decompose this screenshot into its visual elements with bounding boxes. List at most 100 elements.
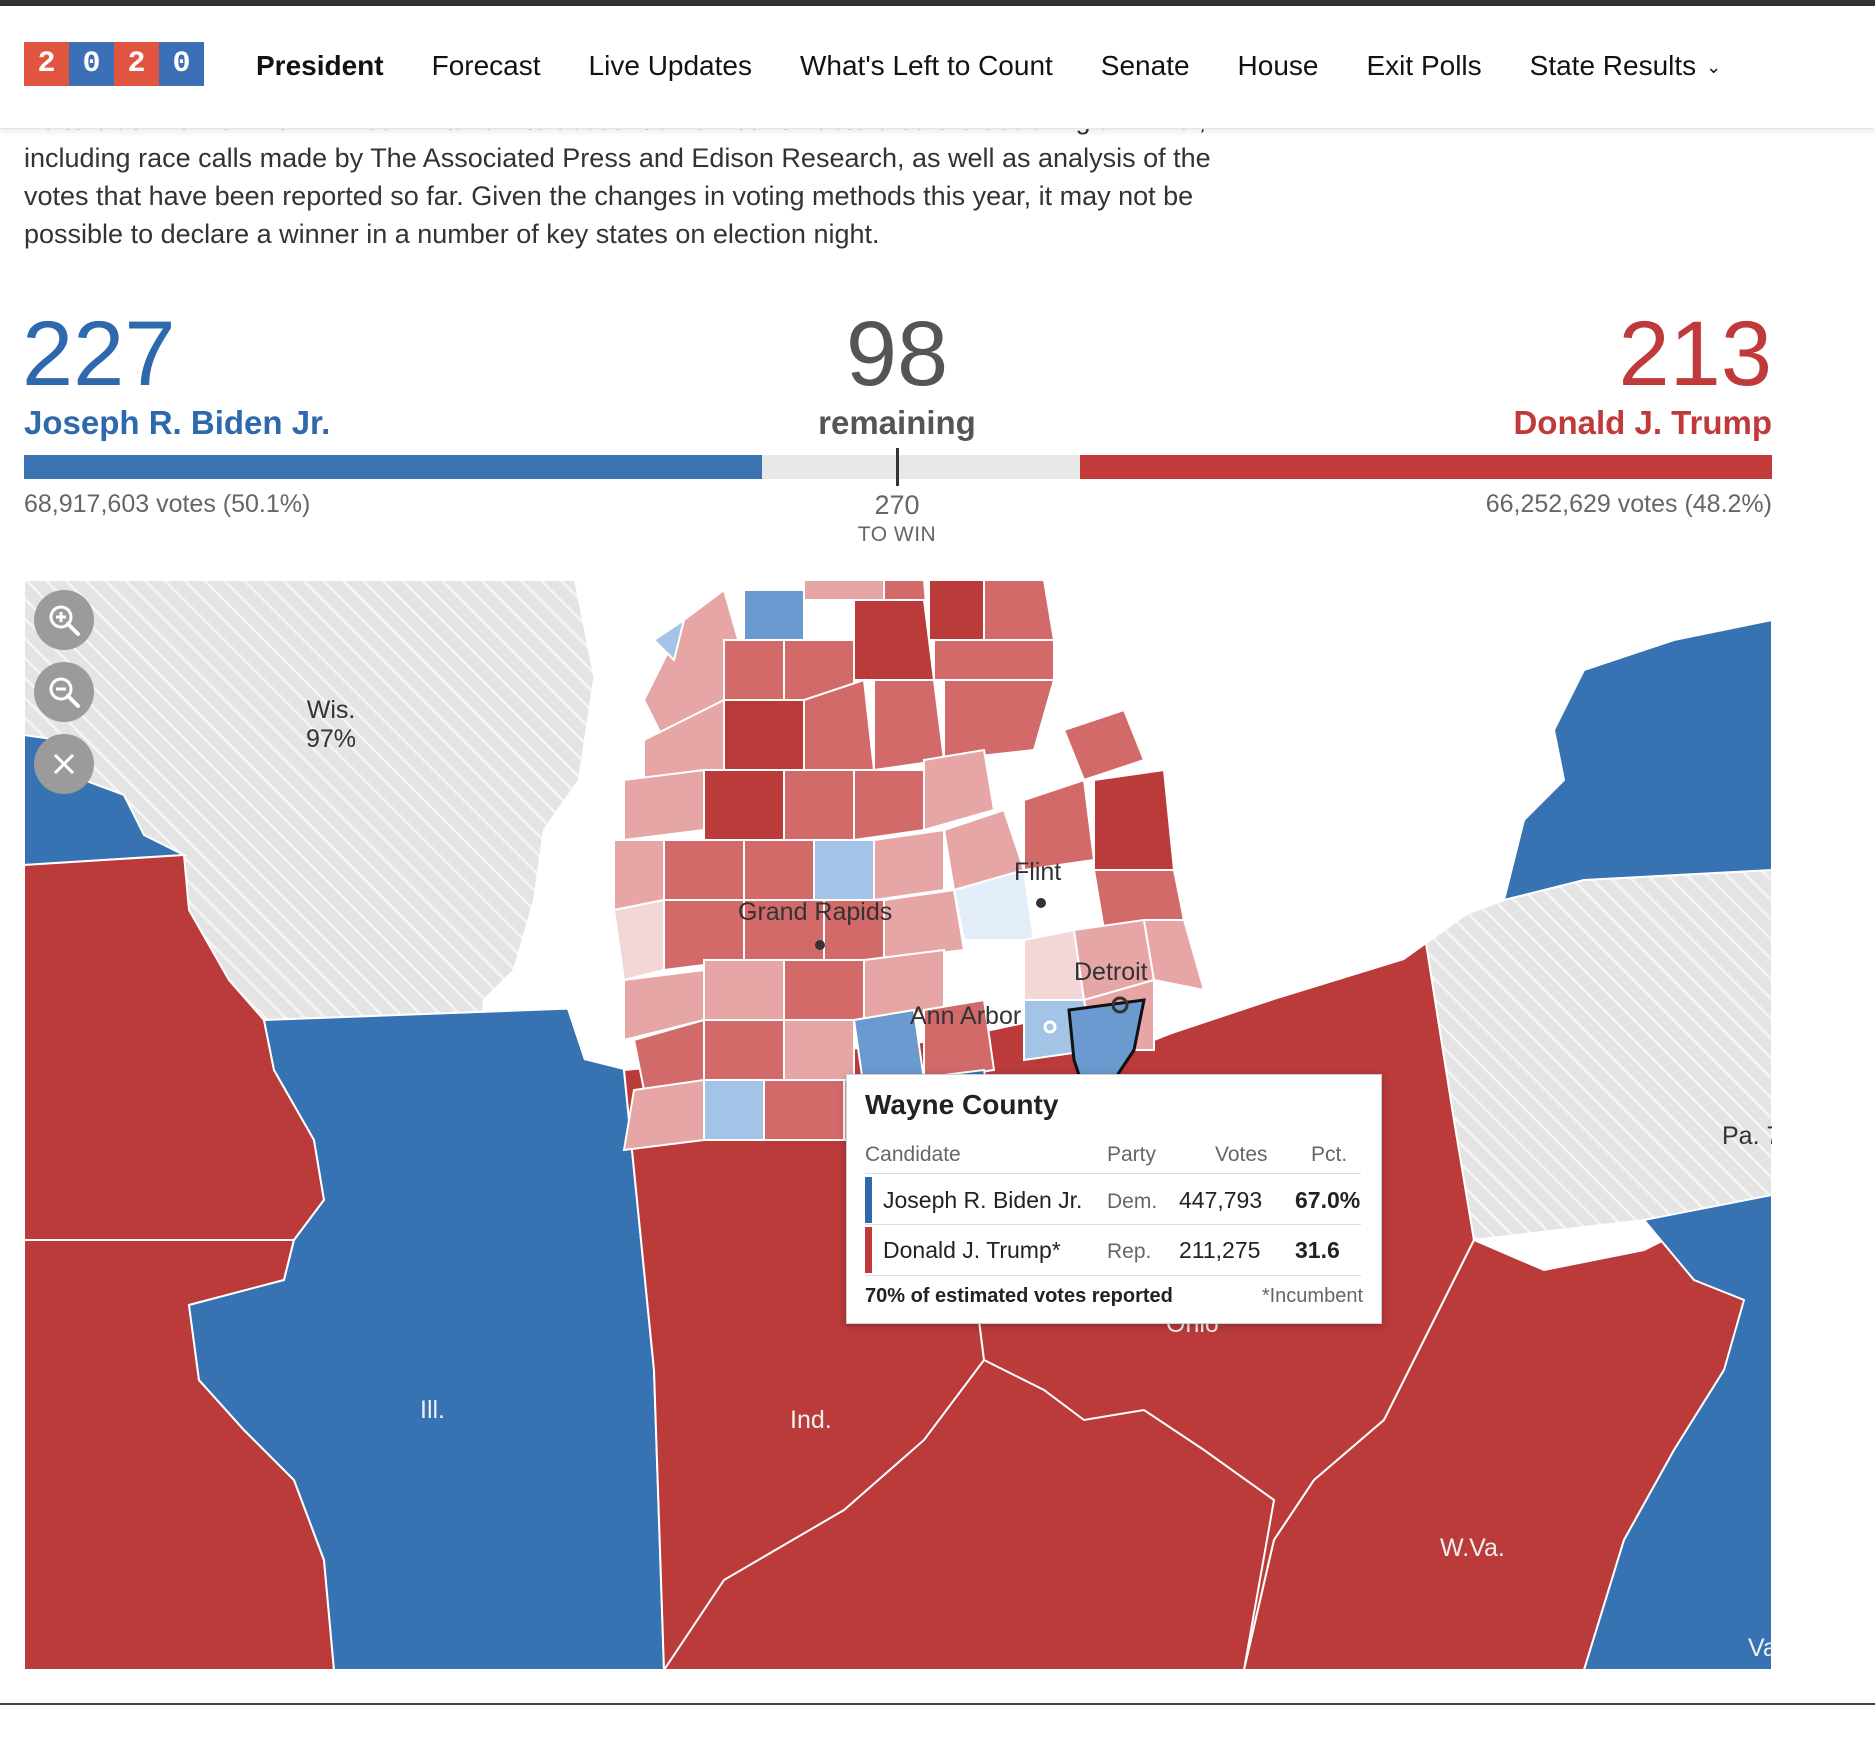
nav-president[interactable]: President <box>256 50 384 81</box>
county-michigan[interactable] <box>883 888 966 962</box>
county-michigan[interactable] <box>783 959 865 1021</box>
tooltip-title: Wayne County <box>865 1089 1059 1120</box>
biden-name: Joseph R. Biden Jr. <box>24 404 331 441</box>
county-michigan[interactable] <box>703 959 785 1021</box>
270-to-win-marker <box>896 448 899 486</box>
intro-line: votes that have been reported so far. Gi… <box>24 181 1194 211</box>
label-pennsylvania: Pa. 7 <box>1722 1122 1772 1150</box>
county-michigan[interactable] <box>652 617 686 662</box>
county-michigan[interactable] <box>923 748 996 832</box>
nav-items: President Forecast Live Updates What's L… <box>256 50 1769 82</box>
nav-state-results[interactable]: State Results ⌄ <box>1530 50 1722 82</box>
zoom-out-icon <box>49 677 80 708</box>
nav-exit-polls[interactable]: Exit Polls <box>1366 50 1482 81</box>
tooltip-votes: 211,275 <box>1179 1237 1261 1263</box>
county-michigan[interactable] <box>1142 919 1206 992</box>
nav-senate[interactable]: Senate <box>1100 50 1190 81</box>
michigan-counties[interactable] <box>612 580 1206 1152</box>
logo-digit: 2 <box>24 42 69 86</box>
tooltip-divider <box>865 1275 1361 1276</box>
county-michigan[interactable] <box>703 1079 765 1141</box>
intro-text: Editors at The New York Times will take … <box>24 101 1284 253</box>
tooltip-divider <box>865 1173 1361 1174</box>
tooltip-party: Dem. <box>1107 1190 1158 1213</box>
county-michigan[interactable] <box>743 589 805 641</box>
tooltip-reported: 70% of estimated votes reported <box>865 1285 1173 1307</box>
tooltip-party: Rep. <box>1107 1240 1152 1263</box>
county-michigan[interactable] <box>663 839 745 901</box>
county-michigan[interactable] <box>612 898 665 982</box>
nav-state-results-label: State Results <box>1529 50 1697 81</box>
nav-whats-left-to-count[interactable]: What's Left to Count <box>799 50 1053 81</box>
biden-popular-votes: 68,917,603 votes (50.1%) <box>24 490 311 518</box>
trump-name: Donald J. Trump <box>1513 404 1772 441</box>
county-michigan[interactable] <box>723 639 785 701</box>
tooltip-pct: 67.0% <box>1295 1187 1361 1213</box>
party-swatch-dem <box>865 1177 872 1223</box>
county-michigan[interactable] <box>928 580 985 641</box>
remaining-label: remaining <box>818 404 976 441</box>
zoom-out-button[interactable] <box>34 662 94 722</box>
county-michigan[interactable] <box>743 839 815 901</box>
county-michigan[interactable] <box>1062 708 1146 782</box>
label-virginia: Va. <box>1748 1634 1772 1662</box>
election-2020-logo[interactable]: 2 0 2 0 <box>24 42 204 86</box>
county-michigan[interactable] <box>813 839 875 901</box>
reset-map-button[interactable] <box>34 734 94 794</box>
county-michigan[interactable] <box>853 769 925 842</box>
county-michigan[interactable] <box>723 699 805 771</box>
party-swatch-rep <box>865 1227 872 1273</box>
nav-live-updates[interactable]: Live Updates <box>588 50 752 81</box>
county-michigan[interactable] <box>623 768 705 842</box>
top-strip <box>0 0 1875 6</box>
state-new-york[interactable] <box>1502 618 1772 902</box>
zoom-in-icon <box>49 605 80 636</box>
county-michigan[interactable] <box>853 599 936 681</box>
logo-digit: 0 <box>159 42 204 86</box>
county-michigan[interactable] <box>933 639 1055 681</box>
county-michigan[interactable] <box>923 998 996 1082</box>
logo-digit: 0 <box>69 42 114 86</box>
county-michigan[interactable] <box>622 1078 705 1152</box>
zoom-in-button[interactable] <box>34 590 94 650</box>
label-wisconsin-name: Wis. <box>306 696 356 724</box>
trump-popular-votes: 66,252,629 votes (48.2%) <box>1485 490 1772 518</box>
close-icon <box>53 753 75 775</box>
county-michigan[interactable] <box>1093 768 1176 871</box>
county-michigan[interactable] <box>873 679 946 772</box>
tooltip-votes: 447,793 <box>1179 1187 1263 1213</box>
tooltip-row-trump: Donald J. Trump* Rep. 211,275 31.6 <box>865 1227 1361 1273</box>
label-grand-rapids: Grand Rapids <box>738 898 893 926</box>
county-michigan[interactable] <box>983 580 1056 641</box>
trump-bar <box>1080 455 1772 479</box>
nav-house[interactable]: House <box>1237 50 1319 81</box>
intro-line: including race calls made by The Associa… <box>24 143 1211 173</box>
county-michigan[interactable] <box>613 839 665 912</box>
county-michigan[interactable] <box>783 1019 855 1081</box>
county-michigan[interactable] <box>943 679 1056 762</box>
remaining-electoral-votes: 98 <box>845 303 949 405</box>
tooltip-header-party: Party <box>1107 1143 1157 1166</box>
logo-digit: 2 <box>114 42 159 86</box>
county-michigan[interactable] <box>803 580 885 601</box>
county-michigan[interactable] <box>703 769 785 841</box>
label-ann-arbor: Ann Arbor <box>910 1002 1022 1030</box>
city-dot-ann-arbor <box>1043 1020 1057 1034</box>
tooltip-divider <box>865 1224 1361 1225</box>
city-dot-grand-rapids <box>815 940 825 950</box>
tooltip-header-votes: Votes <box>1215 1143 1268 1166</box>
tooltip-footnote: *Incumbent <box>1261 1285 1363 1307</box>
to-win-number: 270 <box>874 490 920 520</box>
label-flint: Flint <box>1014 858 1062 886</box>
county-michigan[interactable] <box>783 769 855 841</box>
state-virginia[interactable] <box>1582 1193 1772 1670</box>
nav-forecast[interactable]: Forecast <box>431 50 541 81</box>
lake-michigan <box>564 580 684 1070</box>
state-pennsylvania[interactable] <box>1422 868 1772 1242</box>
city-dot-detroit <box>1111 996 1129 1014</box>
state-kentucky[interactable] <box>662 1358 1276 1670</box>
tooltip-pct: 31.6 <box>1295 1237 1340 1263</box>
county-michigan[interactable] <box>763 1079 845 1141</box>
county-michigan[interactable] <box>873 828 945 902</box>
county-michigan[interactable] <box>703 1019 785 1081</box>
